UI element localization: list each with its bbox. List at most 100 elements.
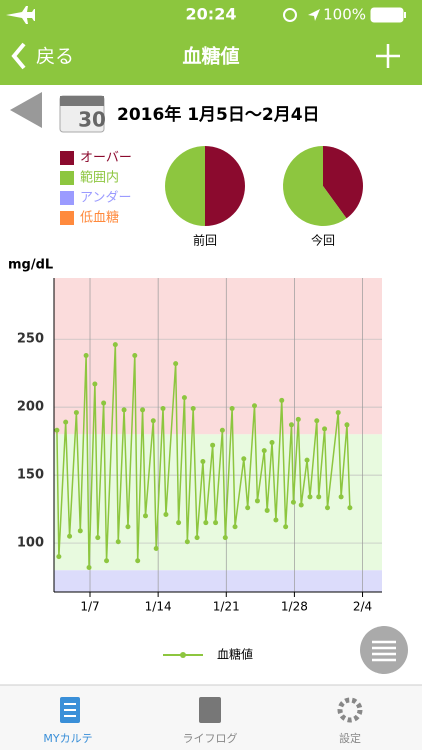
settings-icon[interactable] <box>337 697 363 723</box>
pie-label: 今回 <box>311 233 335 248</box>
legend-swatch <box>60 191 74 205</box>
pie-slice <box>323 146 364 219</box>
data-point <box>83 352 89 358</box>
data-point <box>173 361 179 367</box>
data-point <box>213 520 219 526</box>
data-point <box>245 505 251 511</box>
data-point <box>63 419 69 425</box>
data-point <box>163 512 169 518</box>
pie-slice <box>165 146 205 226</box>
legend-swatch <box>60 151 74 165</box>
data-point <box>132 352 138 358</box>
legend-label: オーバー <box>80 151 132 166</box>
data-point <box>229 405 235 411</box>
data-point <box>295 416 301 422</box>
airplane-icon <box>6 6 35 24</box>
data-point <box>279 397 285 403</box>
location-icon <box>308 9 320 21</box>
legend-swatch <box>60 211 74 225</box>
data-point <box>283 524 289 530</box>
period: 2016年 1月5日〜2月4日 <box>117 104 320 125</box>
data-point <box>347 505 353 511</box>
data-point <box>92 381 98 387</box>
data-point <box>269 439 275 445</box>
data-point <box>298 502 304 508</box>
data-point <box>115 539 121 545</box>
legend-dot <box>180 652 186 658</box>
data-point <box>241 456 247 462</box>
tab-label[interactable]: ライフログ <box>183 731 238 745</box>
x-tick-label: 1/21 <box>213 600 240 614</box>
data-point <box>219 427 225 433</box>
data-point <box>314 418 320 424</box>
data-point <box>288 422 294 428</box>
data-point <box>200 459 206 465</box>
data-point <box>222 535 228 541</box>
data-point <box>104 558 110 564</box>
x-tick-label: 2/4 <box>353 600 372 614</box>
y-tick-label: 100 <box>17 536 44 551</box>
data-point <box>112 342 118 348</box>
pie-slice <box>283 146 347 226</box>
data-point <box>264 507 270 513</box>
pie-label: 前回 <box>193 233 217 248</box>
data-point <box>95 535 101 541</box>
data-point <box>338 494 344 500</box>
tab-label[interactable]: 設定 <box>339 731 361 745</box>
lock-icon <box>283 8 297 22</box>
legend-swatch <box>60 171 74 185</box>
legend-label: 血糖値 <box>217 647 253 662</box>
data-point <box>254 498 260 504</box>
data-point <box>160 405 166 411</box>
battery-tip <box>404 12 406 18</box>
calendar-top <box>60 96 104 106</box>
lifelog-icon[interactable] <box>199 697 221 723</box>
data-point <box>251 403 257 409</box>
legend-label: 範囲内 <box>80 170 119 186</box>
x-tick-label: 1/28 <box>281 600 308 614</box>
header-bg <box>0 0 422 85</box>
data-point <box>54 427 60 433</box>
add-button[interactable] <box>376 44 400 68</box>
data-point <box>181 395 187 401</box>
data-point <box>86 565 92 571</box>
data-point <box>322 426 328 432</box>
data-point <box>307 494 313 500</box>
data-point <box>304 457 310 463</box>
data-point <box>176 520 182 526</box>
data-point <box>210 442 216 448</box>
range-band <box>54 570 382 592</box>
data-point <box>344 422 350 428</box>
data-point <box>203 520 209 526</box>
legend-label: 低血糖 <box>80 210 119 226</box>
time: 20:24 <box>186 5 237 24</box>
data-point <box>142 513 148 519</box>
calendar-day: 30 <box>78 108 106 132</box>
data-point <box>324 505 330 511</box>
data-point <box>261 448 267 454</box>
prev-period[interactable] <box>10 92 42 128</box>
x-tick-label: 1/7 <box>80 600 99 614</box>
data-point <box>77 528 83 534</box>
x-tick-label: 1/14 <box>145 600 172 614</box>
y-tick-label: 250 <box>17 332 44 347</box>
data-point <box>150 418 156 424</box>
data-point <box>73 410 79 416</box>
data-point <box>67 533 73 539</box>
data-point <box>190 405 196 411</box>
series-line <box>56 344 351 568</box>
data-point <box>121 407 127 413</box>
data-point <box>140 407 146 413</box>
data-point <box>335 410 341 416</box>
data-point <box>194 535 200 541</box>
data-point <box>56 554 62 560</box>
pie-slice <box>205 146 245 226</box>
y-tick-label: 200 <box>17 400 44 415</box>
data-point <box>232 524 238 530</box>
back-chevron[interactable] <box>11 42 26 70</box>
menu-button[interactable] <box>360 626 408 674</box>
menu-lines <box>372 640 396 662</box>
tab-label[interactable]: MYカルテ <box>43 732 92 745</box>
back-button[interactable]: 戻る <box>36 46 74 68</box>
